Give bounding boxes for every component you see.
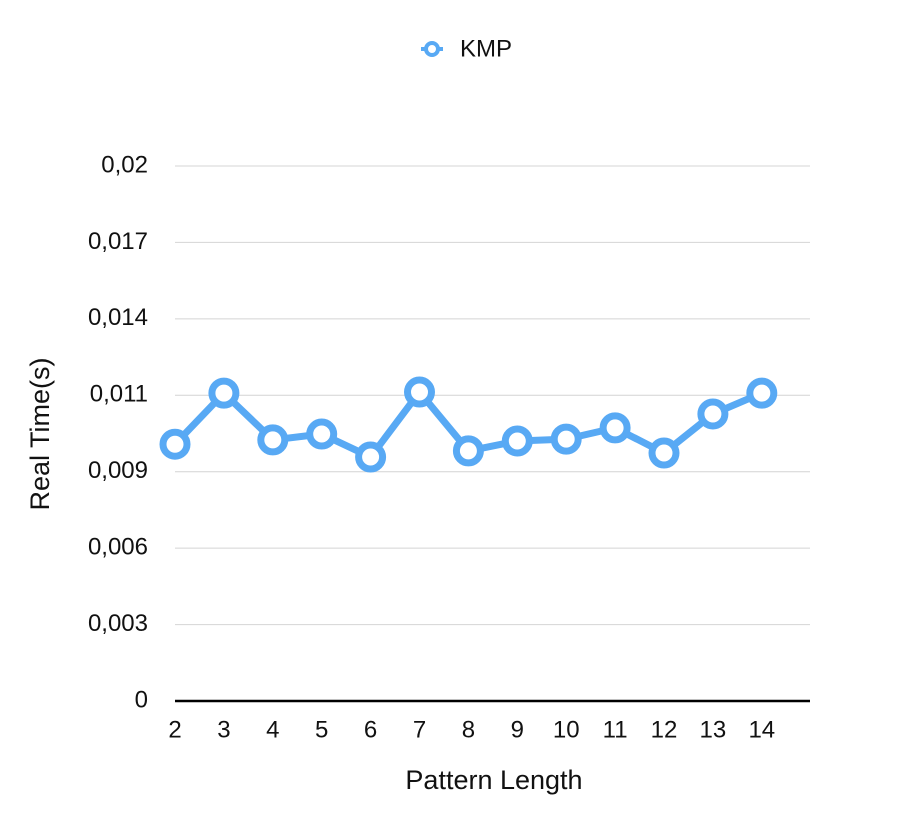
y-tick-label: 0,02	[101, 151, 148, 178]
data-point	[404, 376, 435, 408]
data-point	[306, 418, 338, 450]
x-tick-label: 12	[651, 716, 678, 743]
data-point	[697, 398, 729, 430]
data-point	[550, 423, 582, 455]
x-tick-label: 2	[168, 716, 181, 743]
y-tick-label: 0	[135, 686, 148, 713]
data-point	[599, 412, 631, 444]
x-tick-label: 9	[511, 716, 524, 743]
x-tick-label: 7	[413, 716, 426, 743]
y-tick-label: 0,017	[88, 228, 148, 255]
data-point	[208, 377, 240, 409]
x-tick-label: 11	[603, 716, 628, 743]
y-axis-title: Real Time(s)	[25, 357, 55, 510]
y-tick-label: 0,009	[88, 457, 148, 484]
y-tick-label: 0,003	[88, 610, 148, 637]
x-axis-title: Pattern Length	[405, 765, 582, 795]
x-tick-label: 5	[315, 716, 328, 743]
x-tick-label: 10	[553, 716, 580, 743]
x-tick-label: 14	[748, 716, 775, 743]
data-point	[648, 437, 680, 469]
y-tick-label: 0,006	[88, 533, 148, 560]
data-point	[355, 441, 387, 473]
y-tick-label: 0,011	[90, 381, 148, 408]
y-tick-label: 0,014	[88, 304, 148, 331]
data-point	[452, 435, 484, 467]
x-tick-label: 6	[364, 716, 377, 743]
legend-label: KMP	[460, 35, 512, 62]
data-point	[746, 377, 778, 409]
x-tick-label: 4	[266, 716, 279, 743]
legend-marker	[424, 41, 440, 57]
x-tick-label: 3	[217, 716, 230, 743]
x-tick-label: 13	[700, 716, 727, 743]
data-point	[159, 428, 191, 460]
data-point	[257, 424, 289, 456]
data-point	[501, 425, 533, 457]
x-tick-label: 8	[462, 716, 475, 743]
